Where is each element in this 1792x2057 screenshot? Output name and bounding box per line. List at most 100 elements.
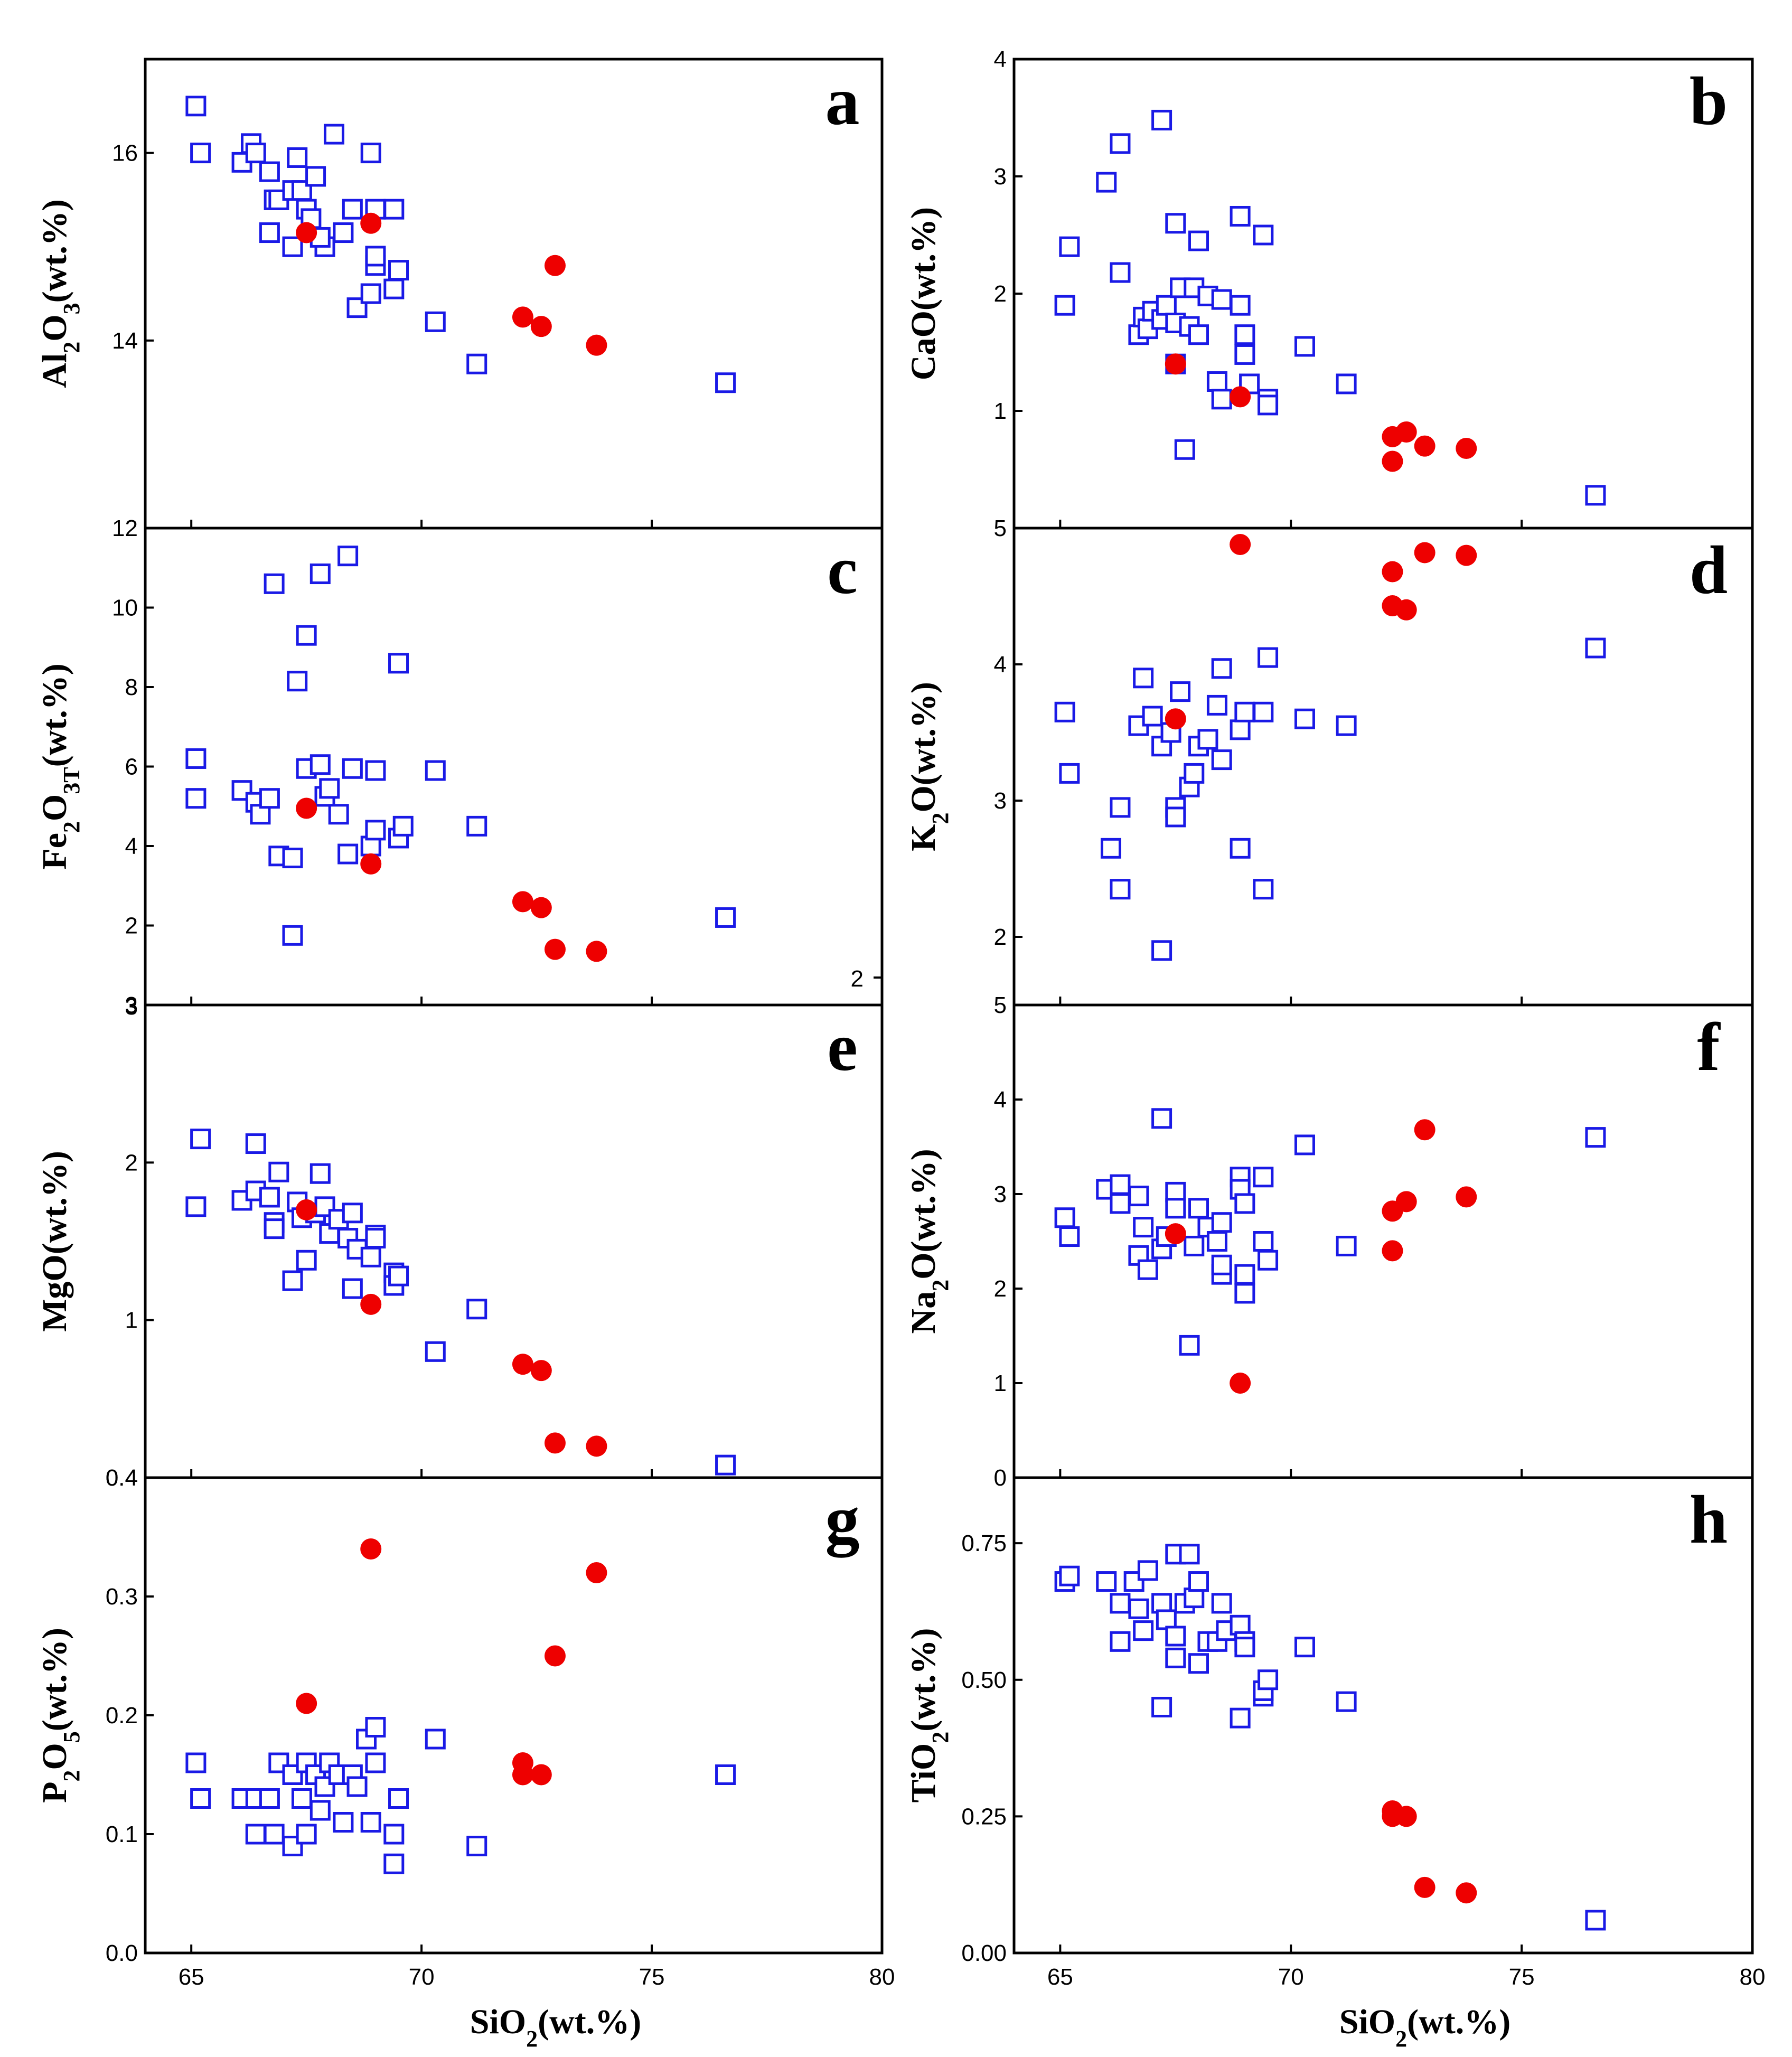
x-tick-label: 65 xyxy=(179,1964,204,1990)
data-point-circle xyxy=(1382,561,1403,583)
data-point-square xyxy=(259,222,280,243)
data-point-square xyxy=(1096,172,1117,193)
data-point-square xyxy=(1258,1669,1279,1690)
x-axis-title-right: SiO2(wt.%) xyxy=(1339,2003,1511,2052)
data-point-square xyxy=(296,1250,317,1271)
data-point-square xyxy=(1137,1259,1158,1280)
data-point-square xyxy=(1137,1560,1158,1581)
data-point-square xyxy=(383,278,405,299)
data-point-circle xyxy=(296,1693,317,1714)
data-point-circle xyxy=(544,255,566,276)
data-point-square xyxy=(425,1729,446,1750)
data-point-square xyxy=(346,1776,368,1797)
y-tick-label: 1 xyxy=(994,1370,1007,1396)
y-tick-label: 0.25 xyxy=(961,1804,1007,1829)
y-tick-label: 1 xyxy=(125,1308,138,1333)
data-point-square xyxy=(360,1812,381,1833)
data-point-square xyxy=(185,96,207,117)
data-point-circle xyxy=(586,941,607,962)
y-tick-label: 3 xyxy=(994,1181,1007,1207)
data-point-square xyxy=(388,260,409,281)
data-point-square xyxy=(1206,371,1227,392)
data-point-square xyxy=(1234,701,1255,722)
data-point-square xyxy=(185,748,207,769)
y-tick-label: 2 xyxy=(994,1276,1007,1302)
data-point-square xyxy=(1110,1174,1131,1195)
data-point-square xyxy=(264,1824,285,1845)
y-tick-label: 4 xyxy=(994,652,1007,678)
data-point-square xyxy=(1170,681,1191,702)
data-point-square xyxy=(1151,1108,1172,1129)
data-point-circle xyxy=(544,1432,566,1454)
data-point-square xyxy=(1230,295,1251,316)
data-point-square xyxy=(1258,647,1279,668)
y-tick-label: 1 xyxy=(994,398,1007,424)
data-point-square xyxy=(309,1163,331,1184)
data-point-square xyxy=(1110,262,1131,283)
data-point-square xyxy=(360,143,381,164)
data-point-square xyxy=(1211,1254,1232,1275)
data-point-circle xyxy=(530,1360,552,1382)
data-point-square xyxy=(1054,1207,1075,1228)
data-point-square xyxy=(425,760,446,781)
data-point-square xyxy=(1253,224,1274,246)
data-point-square xyxy=(1165,1626,1186,1647)
data-point-square xyxy=(392,815,414,837)
data-point-circle xyxy=(530,1764,552,1786)
data-point-square xyxy=(323,124,344,145)
data-point-square xyxy=(190,143,211,164)
data-point-square xyxy=(1211,749,1232,771)
data-point-square xyxy=(1096,1571,1117,1592)
data-point-square xyxy=(365,820,386,841)
data-point-square xyxy=(715,372,736,393)
data-point-square xyxy=(360,1246,381,1267)
data-point-square xyxy=(1133,668,1154,689)
y-tick-label: 14 xyxy=(112,328,138,354)
data-point-square xyxy=(1188,1198,1209,1219)
data-point-square xyxy=(185,1196,207,1217)
data-point-square xyxy=(1336,1691,1357,1712)
data-point-square xyxy=(1142,706,1163,727)
data-point-square xyxy=(1110,133,1131,154)
data-point-square xyxy=(1133,1620,1154,1641)
data-point-square xyxy=(365,760,386,781)
data-point-square xyxy=(466,1299,487,1320)
data-point-circle xyxy=(1414,1876,1436,1898)
x-tick-label: 80 xyxy=(869,1964,895,1990)
data-point-square xyxy=(1151,940,1172,961)
data-point-circle xyxy=(1456,1186,1477,1208)
y-axis-title-e: MgO(wt.%) xyxy=(35,1151,74,1332)
data-point-square xyxy=(1188,324,1209,345)
data-point-square xyxy=(1336,715,1357,736)
data-point-square xyxy=(383,1853,405,1874)
x-axis-title-left: SiO2(wt.%) xyxy=(470,2003,642,2052)
data-point-circle xyxy=(544,1645,566,1667)
data-point-square xyxy=(1110,1631,1131,1652)
data-point-circle xyxy=(1414,542,1436,563)
data-point-circle xyxy=(1395,1806,1417,1827)
data-point-square xyxy=(388,1788,409,1809)
x-tick-label: 80 xyxy=(1740,1964,1766,1990)
data-point-circle xyxy=(296,222,317,243)
data-point-square xyxy=(1211,389,1232,410)
data-point-square xyxy=(1230,1614,1251,1636)
data-point-square xyxy=(305,166,326,187)
data-point-square xyxy=(1059,763,1080,784)
y-axis-title-f: Na2O(wt.%) xyxy=(904,1149,953,1333)
data-point-square xyxy=(1258,1250,1279,1271)
data-point-circle xyxy=(586,1562,607,1583)
data-point-square xyxy=(1585,1127,1606,1148)
data-point-square xyxy=(1054,701,1075,722)
data-point-square xyxy=(1258,395,1279,416)
data-point-square xyxy=(425,311,446,332)
data-point-circle xyxy=(360,853,382,875)
y-tick-label: 2 xyxy=(994,924,1007,950)
data-point-square xyxy=(1234,1193,1255,1214)
data-point-circle xyxy=(1414,435,1436,457)
data-point-circle xyxy=(1382,450,1403,472)
data-point-square xyxy=(342,758,363,779)
data-point-square xyxy=(259,788,280,809)
data-point-square xyxy=(1179,1544,1200,1565)
y-tick-label: 5 xyxy=(994,515,1007,541)
data-point-square xyxy=(268,1161,289,1182)
